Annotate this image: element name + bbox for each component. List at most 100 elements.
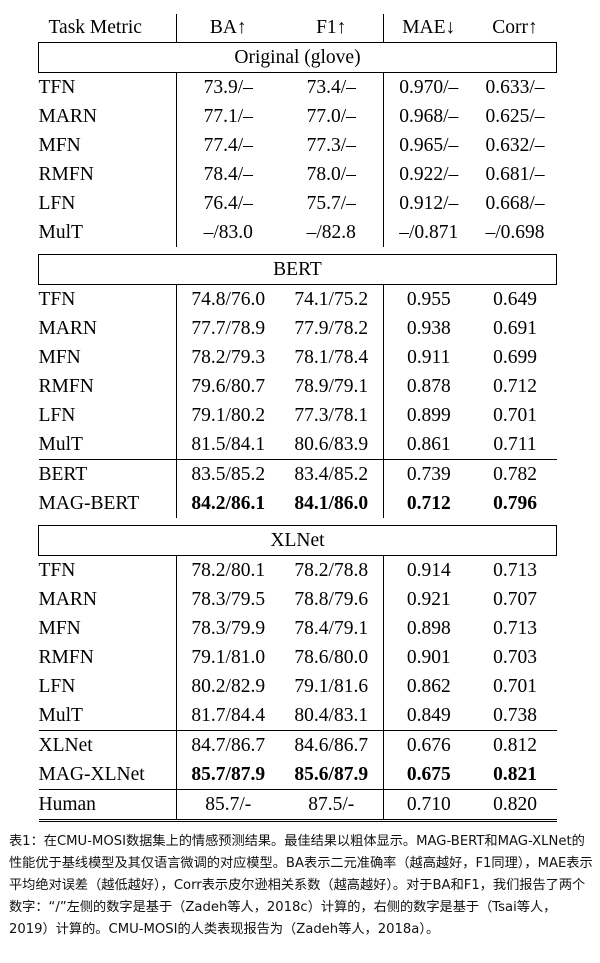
row-label: LFN [38,189,177,218]
cell-corr: 0.703 [493,647,537,668]
row-label: MARN [38,585,177,614]
cell-f1: 78.4/79.1 [279,614,384,643]
row-label: RMFN [38,160,177,189]
cell-corr: 0.713 [493,618,537,639]
cell-mae: 0.914 [406,560,451,581]
table-row: RMFN 78.4/– 78.0/– 0.922/– 0.681/– [38,160,557,189]
cell-ba: 78.2/80.1 [191,560,266,581]
section-spacer-cell [39,247,557,255]
header-f1: F1↑ [279,14,384,43]
table-row: MFN 78.3/79.9 78.4/79.1 0.898 0.713 [38,614,557,643]
cell-corr: 0.668/– [485,193,545,214]
row-label: TFN [38,72,177,102]
header-task-metric: Task Metric [38,14,177,43]
section-title-row: BERT [38,254,557,285]
cell-mae: 0.901 [406,647,451,668]
cell-ba: 78.3/79.5 [191,589,266,610]
section-title: XLNet [38,525,557,556]
section-title-row: XLNet [38,525,557,556]
cell-mae: 0.938 [406,318,451,339]
cell-corr: 0.711 [493,434,537,455]
cell-ba: 81.5/84.1 [191,434,266,455]
table-row: MFN 78.2/79.3 78.1/78.4 0.911 0.699 [38,343,557,372]
cell-mae: 0.898 [406,618,451,639]
table-row: RMFN 79.1/81.0 78.6/80.0 0.901 0.703 [38,643,557,672]
cell-corr: 0.633/– [485,77,545,98]
cell-f1: 84.6/86.7 [279,730,384,760]
header-ba: BA↑ [176,14,280,43]
row-label: MARN [38,102,177,131]
table-row: MAG-BERT 84.2/86.1 84.1/86.0 0.712 0.796 [38,489,557,518]
cell-mae: 0.862 [406,676,451,697]
cell-ba: 84.2/86.1 [191,493,266,514]
cell-f1: 84.1/86.0 [279,489,384,518]
row-label: MARN [38,314,177,343]
section-title: BERT [38,254,557,285]
row-label: Human [38,789,177,822]
cell-mae: 0.965/– [399,135,459,156]
cell-mae: 0.712 [406,493,451,514]
cell-corr: 0.796 [493,493,537,514]
table-row: XLNet 84.7/86.7 84.6/86.7 0.676 0.812 [38,730,557,760]
table-caption: 表1：在CMU-MOSI数据集上的情感预测结果。最佳结果以粗体显示。MAG-BE… [9,834,593,937]
header-mae: MAE↓ [383,14,474,43]
cell-mae: 0.878 [406,376,451,397]
row-label: XLNet [38,730,177,760]
cell-mae: 0.676 [383,730,474,760]
cell-f1: 74.1/75.2 [279,284,384,314]
cell-f1: 87.5/- [279,789,384,822]
cell-f1: 79.1/81.6 [279,672,384,701]
cell-corr: 0.691 [493,318,537,339]
cell-corr: 0.707 [493,589,537,610]
cell-f1: 83.4/85.2 [279,459,384,489]
table-row: TFN 78.2/80.1 78.2/78.8 0.914 0.713 [38,555,557,585]
table-row: MARN 78.3/79.5 78.8/79.6 0.921 0.707 [38,585,557,614]
cell-ba: 76.4/– [203,193,253,214]
table-row: LFN 80.2/82.9 79.1/81.6 0.862 0.701 [38,672,557,701]
cell-corr: –/0.698 [485,222,545,243]
cell-ba: 83.5/85.2 [176,459,280,489]
cell-corr: 0.649 [493,289,537,310]
table-row: MulT 81.7/84.4 80.4/83.1 0.849 0.738 [38,701,557,731]
row-label: MFN [38,131,177,160]
cell-f1: 77.3/– [279,131,384,160]
cell-mae: 0.849 [406,705,451,726]
cell-f1: 77.9/78.2 [279,314,384,343]
cell-mae: 0.899 [406,405,451,426]
cell-ba: 85.7/- [176,789,280,822]
cell-f1: –/82.8 [279,218,384,247]
cell-ba: 81.7/84.4 [191,705,266,726]
cell-ba: 80.2/82.9 [191,676,266,697]
cell-mae: –/0.871 [399,222,459,243]
cell-corr: 0.712 [493,376,537,397]
cell-mae: 0.970/– [399,77,459,98]
table-row: RMFN 79.6/80.7 78.9/79.1 0.878 0.712 [38,372,557,401]
cell-f1: 85.6/87.9 [279,760,384,790]
cell-mae: 0.955 [406,289,451,310]
cell-corr: 0.701 [493,676,537,697]
cell-f1: 80.6/83.9 [279,430,384,460]
row-label: RMFN [38,643,177,672]
cell-ba: 74.8/76.0 [191,289,266,310]
cell-mae: 0.921 [406,589,451,610]
cell-ba: 84.7/86.7 [176,730,280,760]
cell-ba: 79.1/81.0 [191,647,266,668]
row-label: MFN [38,343,177,372]
header-corr: Corr↑ [473,14,557,43]
cell-f1: 77.0/– [279,102,384,131]
table-header-row: Task Metric BA↑ F1↑ MAE↓ Corr↑ [38,14,557,43]
results-table-body: Task Metric BA↑ F1↑ MAE↓ Corr↑ Original … [38,14,557,822]
table-row: MAG-XLNet 85.7/87.9 85.6/87.9 0.675 0.821 [38,760,557,790]
cell-mae: 0.861 [406,434,451,455]
table-row: MulT –/83.0 –/82.8 –/0.871 –/0.698 [38,218,557,247]
cell-ba: 79.6/80.7 [191,376,266,397]
cell-mae: 0.911 [407,347,451,368]
table-row: LFN 79.1/80.2 77.3/78.1 0.899 0.701 [38,401,557,430]
table-row: BERT 83.5/85.2 83.4/85.2 0.739 0.782 [38,459,557,489]
row-label: MAG-XLNet [38,760,177,790]
table-row: LFN 76.4/– 75.7/– 0.912/– 0.668/– [38,189,557,218]
cell-corr: 0.681/– [485,164,545,185]
table-row: MulT 81.5/84.1 80.6/83.9 0.861 0.711 [38,430,557,460]
section-spacer [39,247,557,255]
